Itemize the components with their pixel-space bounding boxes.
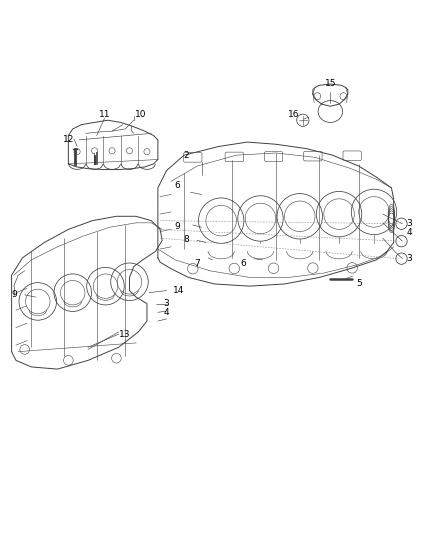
Text: 6: 6 xyxy=(175,181,180,190)
Text: 9: 9 xyxy=(175,222,180,231)
Text: 2: 2 xyxy=(184,151,189,160)
Text: 5: 5 xyxy=(356,279,362,288)
Text: 3: 3 xyxy=(406,254,412,263)
Text: 16: 16 xyxy=(287,110,299,119)
Text: 3: 3 xyxy=(406,219,412,228)
Text: 3: 3 xyxy=(164,299,170,308)
Text: 6: 6 xyxy=(240,260,246,269)
Text: 12: 12 xyxy=(63,134,74,143)
Text: 9: 9 xyxy=(11,290,17,300)
Text: 10: 10 xyxy=(134,110,146,119)
Text: 4: 4 xyxy=(164,308,170,317)
Text: 11: 11 xyxy=(99,110,110,119)
Text: 13: 13 xyxy=(120,330,131,338)
Text: 8: 8 xyxy=(184,235,189,244)
Text: 4: 4 xyxy=(406,228,412,237)
Text: 14: 14 xyxy=(173,286,184,295)
Text: 7: 7 xyxy=(194,259,200,268)
Text: 15: 15 xyxy=(325,79,336,87)
